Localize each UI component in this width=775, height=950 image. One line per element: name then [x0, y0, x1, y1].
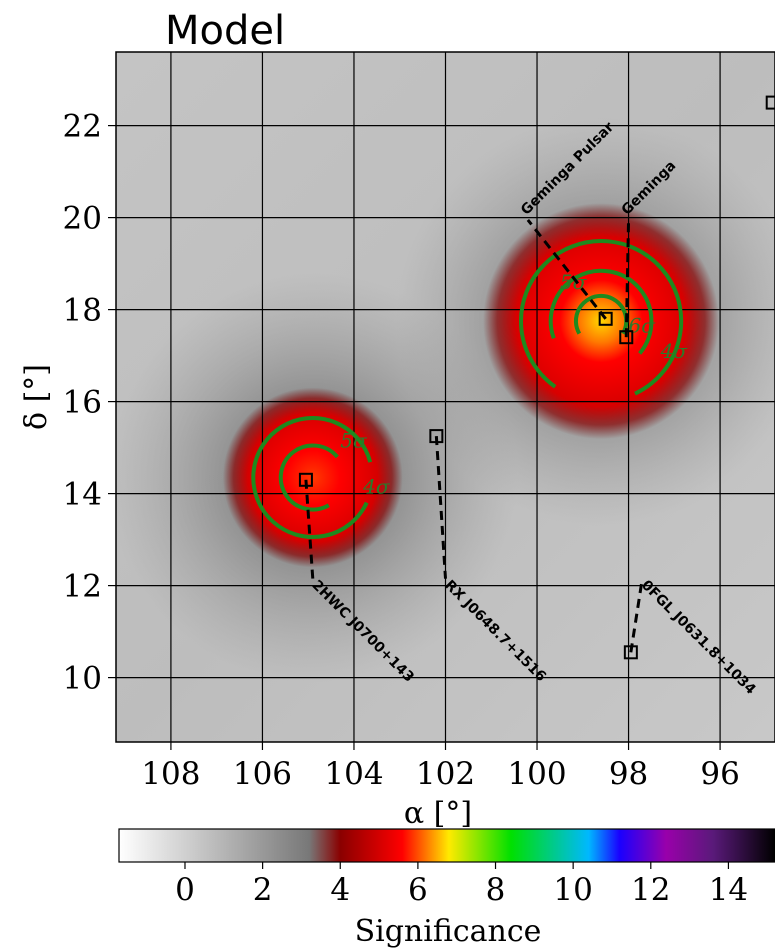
x-tick-label: 100 [507, 756, 566, 792]
y-tick-label: 14 [63, 477, 102, 513]
contour-4 [519, 239, 684, 396]
x-tick-label: 98 [609, 756, 648, 792]
colorbar-tick-label: 6 [408, 872, 428, 908]
x-axis-label: α [°] [404, 796, 472, 831]
colorbar-ticks: 0 2 4 6 8 10 12 14 [175, 862, 748, 908]
source-marker-geminga-pulsar [598, 311, 613, 326]
leader-line [304, 479, 315, 579]
colorbar-tick-label: 8 [486, 872, 506, 908]
colorbar-tick-label: 14 [709, 872, 748, 908]
contour-5 [548, 268, 654, 355]
colorbar-tick-label: 4 [330, 872, 350, 908]
y-axis-label: δ [°] [19, 364, 54, 430]
emission-layer [116, 116, 775, 683]
contour-label: 4σ [660, 339, 689, 363]
colorbar-label: Significance [355, 914, 542, 949]
y-tick-label: 18 [63, 293, 102, 329]
leader-line [526, 218, 607, 320]
colorbar-tick-label: 10 [553, 872, 592, 908]
y-tick-label: 20 [63, 201, 102, 237]
x-tick-label: 108 [141, 756, 200, 792]
colorbar [118, 828, 775, 863]
chart-title: Model [165, 8, 285, 54]
emission-blob-geminga [483, 203, 720, 440]
source-marker [765, 95, 775, 110]
contour-label: 5σ [340, 429, 368, 453]
x-tick-label: 106 [233, 756, 292, 792]
x-tick-label: 102 [416, 756, 475, 792]
source-markers [298, 95, 775, 660]
source-marker-0fgl-j0631-8-1034 [623, 645, 638, 660]
source-marker-rx-j0648-7-1516 [429, 429, 444, 444]
source-marker-2hwc-j0700-143 [298, 472, 313, 487]
x-tick-label: 104 [324, 756, 383, 792]
y-tick-label: 16 [63, 385, 102, 421]
source-marker-geminga [619, 330, 634, 345]
leader-line [624, 219, 631, 338]
x-axis-ticks: 108 106 104 102 100 98 96 [141, 742, 740, 792]
contour-4 [251, 416, 373, 539]
y-tick-label: 12 [63, 569, 102, 605]
y-tick-label: 22 [63, 109, 102, 145]
y-axis-ticks: 10 12 14 16 18 20 22 [63, 109, 116, 697]
y-tick-label: 10 [63, 661, 102, 697]
colorbar-tick-label: 2 [253, 872, 273, 908]
contour-label: 4σ [362, 475, 391, 499]
colorbar-tick-label: 12 [631, 872, 670, 908]
grid [116, 52, 775, 742]
leader-line [434, 436, 447, 579]
contour-5 [278, 443, 339, 512]
colorbar-tick-label: 0 [175, 872, 195, 908]
leader-line [629, 578, 644, 653]
x-tick-label: 96 [700, 756, 739, 792]
